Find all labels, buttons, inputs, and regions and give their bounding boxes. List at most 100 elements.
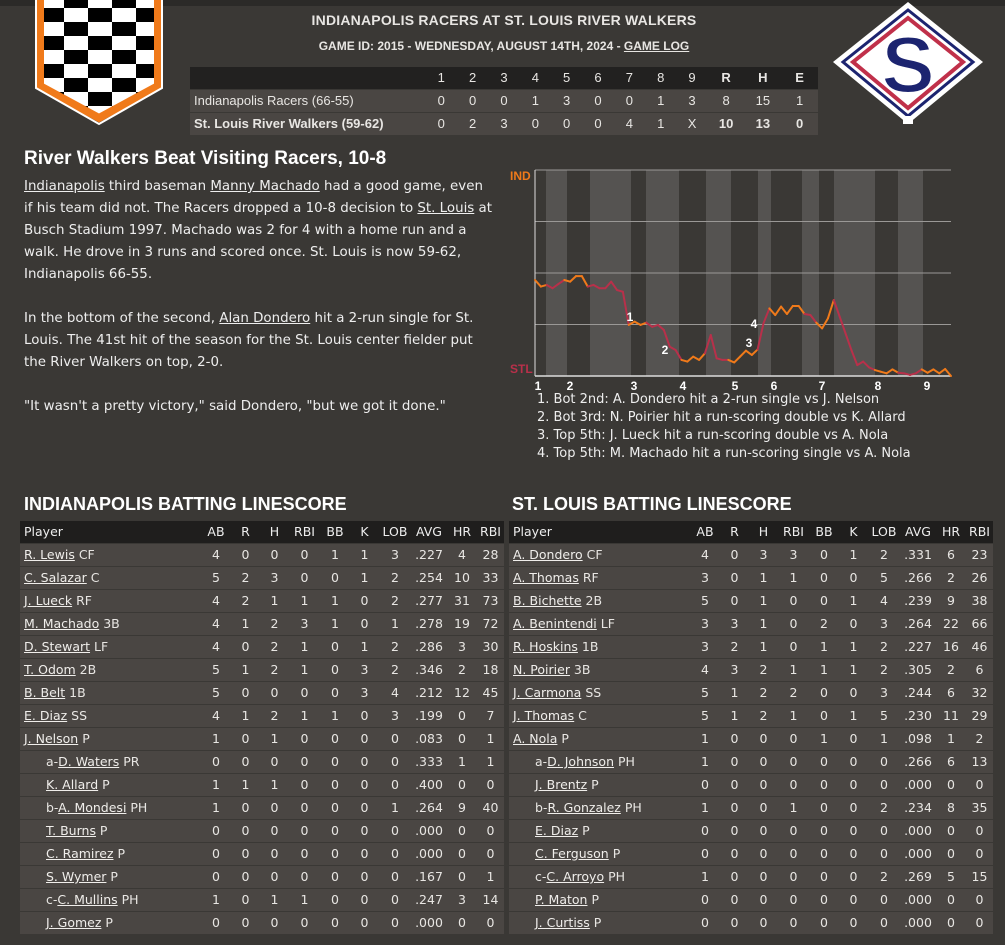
- column-header[interactable]: Player: [20, 521, 201, 543]
- team-name: Indianapolis Racers (66-55): [190, 88, 426, 112]
- player-link[interactable]: J. Nelson: [24, 731, 79, 746]
- stat-cell: 0: [350, 772, 379, 796]
- player-link[interactable]: J. Curtiss: [535, 915, 590, 931]
- player-link[interactable]: A. Benintendi: [513, 616, 597, 631]
- player-link[interactable]: J. Brentz: [535, 777, 588, 792]
- stat-cell: .286: [411, 634, 447, 658]
- column-header[interactable]: BB: [320, 521, 350, 543]
- player-cell: J. Thomas C: [509, 703, 690, 727]
- player-link[interactable]: Manny Machado: [210, 179, 320, 194]
- stat-cell: 0: [379, 726, 411, 750]
- stat-cell: 0: [289, 795, 320, 819]
- stat-cell: 0: [320, 726, 350, 750]
- inning-header: 3: [488, 67, 520, 89]
- column-header[interactable]: HR: [447, 521, 477, 543]
- player-link[interactable]: K. Allard: [46, 777, 99, 792]
- team-link[interactable]: Indianapolis: [24, 179, 105, 194]
- stat-cell: 0: [289, 542, 320, 566]
- stat-cell: 0: [260, 818, 289, 842]
- player-link[interactable]: E. Diaz: [24, 708, 68, 723]
- player-link[interactable]: A. Mondesi: [58, 800, 127, 815]
- player-link[interactable]: J. Carmona: [513, 685, 582, 700]
- player-link[interactable]: C. Ferguson: [535, 846, 609, 861]
- stat-cell: 4: [201, 634, 231, 658]
- stat-cell: .331: [900, 542, 936, 566]
- player-cell: b-R. Gonzalez PH: [509, 795, 690, 819]
- stat-cell: 1: [289, 657, 320, 681]
- stat-cell: 2: [868, 542, 900, 566]
- player-link[interactable]: B. Bichette: [513, 593, 582, 608]
- column-header[interactable]: LOB: [868, 521, 900, 543]
- player-link[interactable]: C. Mullins: [57, 892, 118, 907]
- team-link[interactable]: St. Louis: [417, 201, 475, 216]
- player-link[interactable]: N. Poirier: [513, 662, 570, 677]
- stat-cell: 5: [868, 565, 900, 589]
- column-header[interactable]: H: [260, 521, 289, 543]
- column-header[interactable]: H: [749, 521, 778, 543]
- column-header[interactable]: LOB: [379, 521, 411, 543]
- table-row: B. Belt 1B 5 0 0 0 0 3 4.212 12 45: [20, 680, 504, 704]
- player-link[interactable]: A. Dondero: [513, 547, 583, 562]
- column-header[interactable]: K: [839, 521, 868, 543]
- player-link[interactable]: J. Thomas: [513, 708, 575, 723]
- stat-cell: 1: [260, 588, 289, 612]
- stat-cell: 0: [379, 864, 411, 888]
- game-title: INDIANAPOLIS RACERS AT ST. LOUIS RIVER W…: [311, 12, 697, 28]
- column-header[interactable]: RBI: [966, 521, 993, 543]
- linescore-cell: 0: [582, 88, 614, 112]
- player-link[interactable]: E. Diaz: [535, 823, 579, 838]
- header-row: Player AB R H RBI BB K LOB AVG HR RBI: [509, 521, 993, 543]
- column-header[interactable]: AVG: [411, 521, 447, 543]
- play-annotation: 4: [751, 317, 758, 331]
- linescore-cell: X: [676, 111, 708, 135]
- stat-cell: 0: [320, 680, 350, 704]
- stat-cell: 0: [201, 864, 231, 888]
- player-link[interactable]: B. Belt: [24, 685, 66, 700]
- column-header[interactable]: RBI: [778, 521, 809, 543]
- player-link[interactable]: T. Odom: [24, 662, 76, 677]
- player-cell: T. Burns P: [20, 818, 201, 842]
- table-row: E. Diaz P 0 0 0 0 0 0 0.000 0 0: [509, 818, 993, 842]
- player-link[interactable]: D. Johnson: [547, 754, 615, 769]
- player-link[interactable]: A. Nola: [513, 731, 558, 746]
- column-header[interactable]: AB: [690, 521, 720, 543]
- column-header[interactable]: Player: [509, 521, 690, 543]
- column-header[interactable]: R: [231, 521, 260, 543]
- column-header[interactable]: RBI: [477, 521, 504, 543]
- stat-cell: 29: [966, 703, 993, 727]
- player-link[interactable]: D. Waters: [58, 754, 120, 769]
- player-link[interactable]: A. Thomas: [513, 570, 579, 585]
- player-cell: B. Belt 1B: [20, 680, 201, 704]
- player-link[interactable]: J. Gomez: [46, 915, 102, 931]
- player-link[interactable]: Alan Dondero: [219, 311, 311, 326]
- column-header[interactable]: RBI: [289, 521, 320, 543]
- game-log-link[interactable]: GAME LOG: [623, 39, 690, 53]
- player-link[interactable]: R. Hoskins: [513, 639, 578, 654]
- player-link[interactable]: C. Ramirez: [46, 846, 114, 861]
- stat-cell: 0: [447, 703, 477, 727]
- stat-cell: 3: [447, 634, 477, 658]
- column-header[interactable]: AVG: [900, 521, 936, 543]
- text: hit a 2-run single for St. Louis. The 41…: [24, 311, 474, 370]
- column-header[interactable]: HR: [936, 521, 966, 543]
- column-header[interactable]: R: [720, 521, 749, 543]
- player-link[interactable]: T. Burns: [46, 823, 96, 838]
- table-row: c-C. Arroyo PH 1 0 0 0 0 0 2.269 5 15: [509, 864, 993, 888]
- linescore-row: St. Louis River Walkers (59-62) 0 2 3 0 0 0 4 1 X…: [190, 111, 818, 135]
- player-link[interactable]: J. Lueck: [24, 593, 73, 608]
- player-link[interactable]: R. Lewis: [24, 547, 75, 562]
- player-link[interactable]: D. Stewart: [24, 639, 91, 654]
- stat-cell: 0: [350, 588, 379, 612]
- column-header[interactable]: K: [350, 521, 379, 543]
- column-header[interactable]: BB: [809, 521, 839, 543]
- player-link[interactable]: P. Maton: [535, 892, 588, 907]
- player-link[interactable]: C. Salazar: [24, 570, 87, 585]
- stat-cell: 1: [690, 795, 720, 819]
- column-header[interactable]: AB: [201, 521, 231, 543]
- win-probability-segment: [709, 334, 718, 360]
- player-link[interactable]: S. Wymer: [46, 869, 107, 884]
- player-link[interactable]: M. Machado: [24, 616, 100, 631]
- player-link[interactable]: C. Arroyo: [546, 869, 605, 884]
- stat-cell: 0: [447, 841, 477, 865]
- player-link[interactable]: R. Gonzalez: [547, 800, 621, 815]
